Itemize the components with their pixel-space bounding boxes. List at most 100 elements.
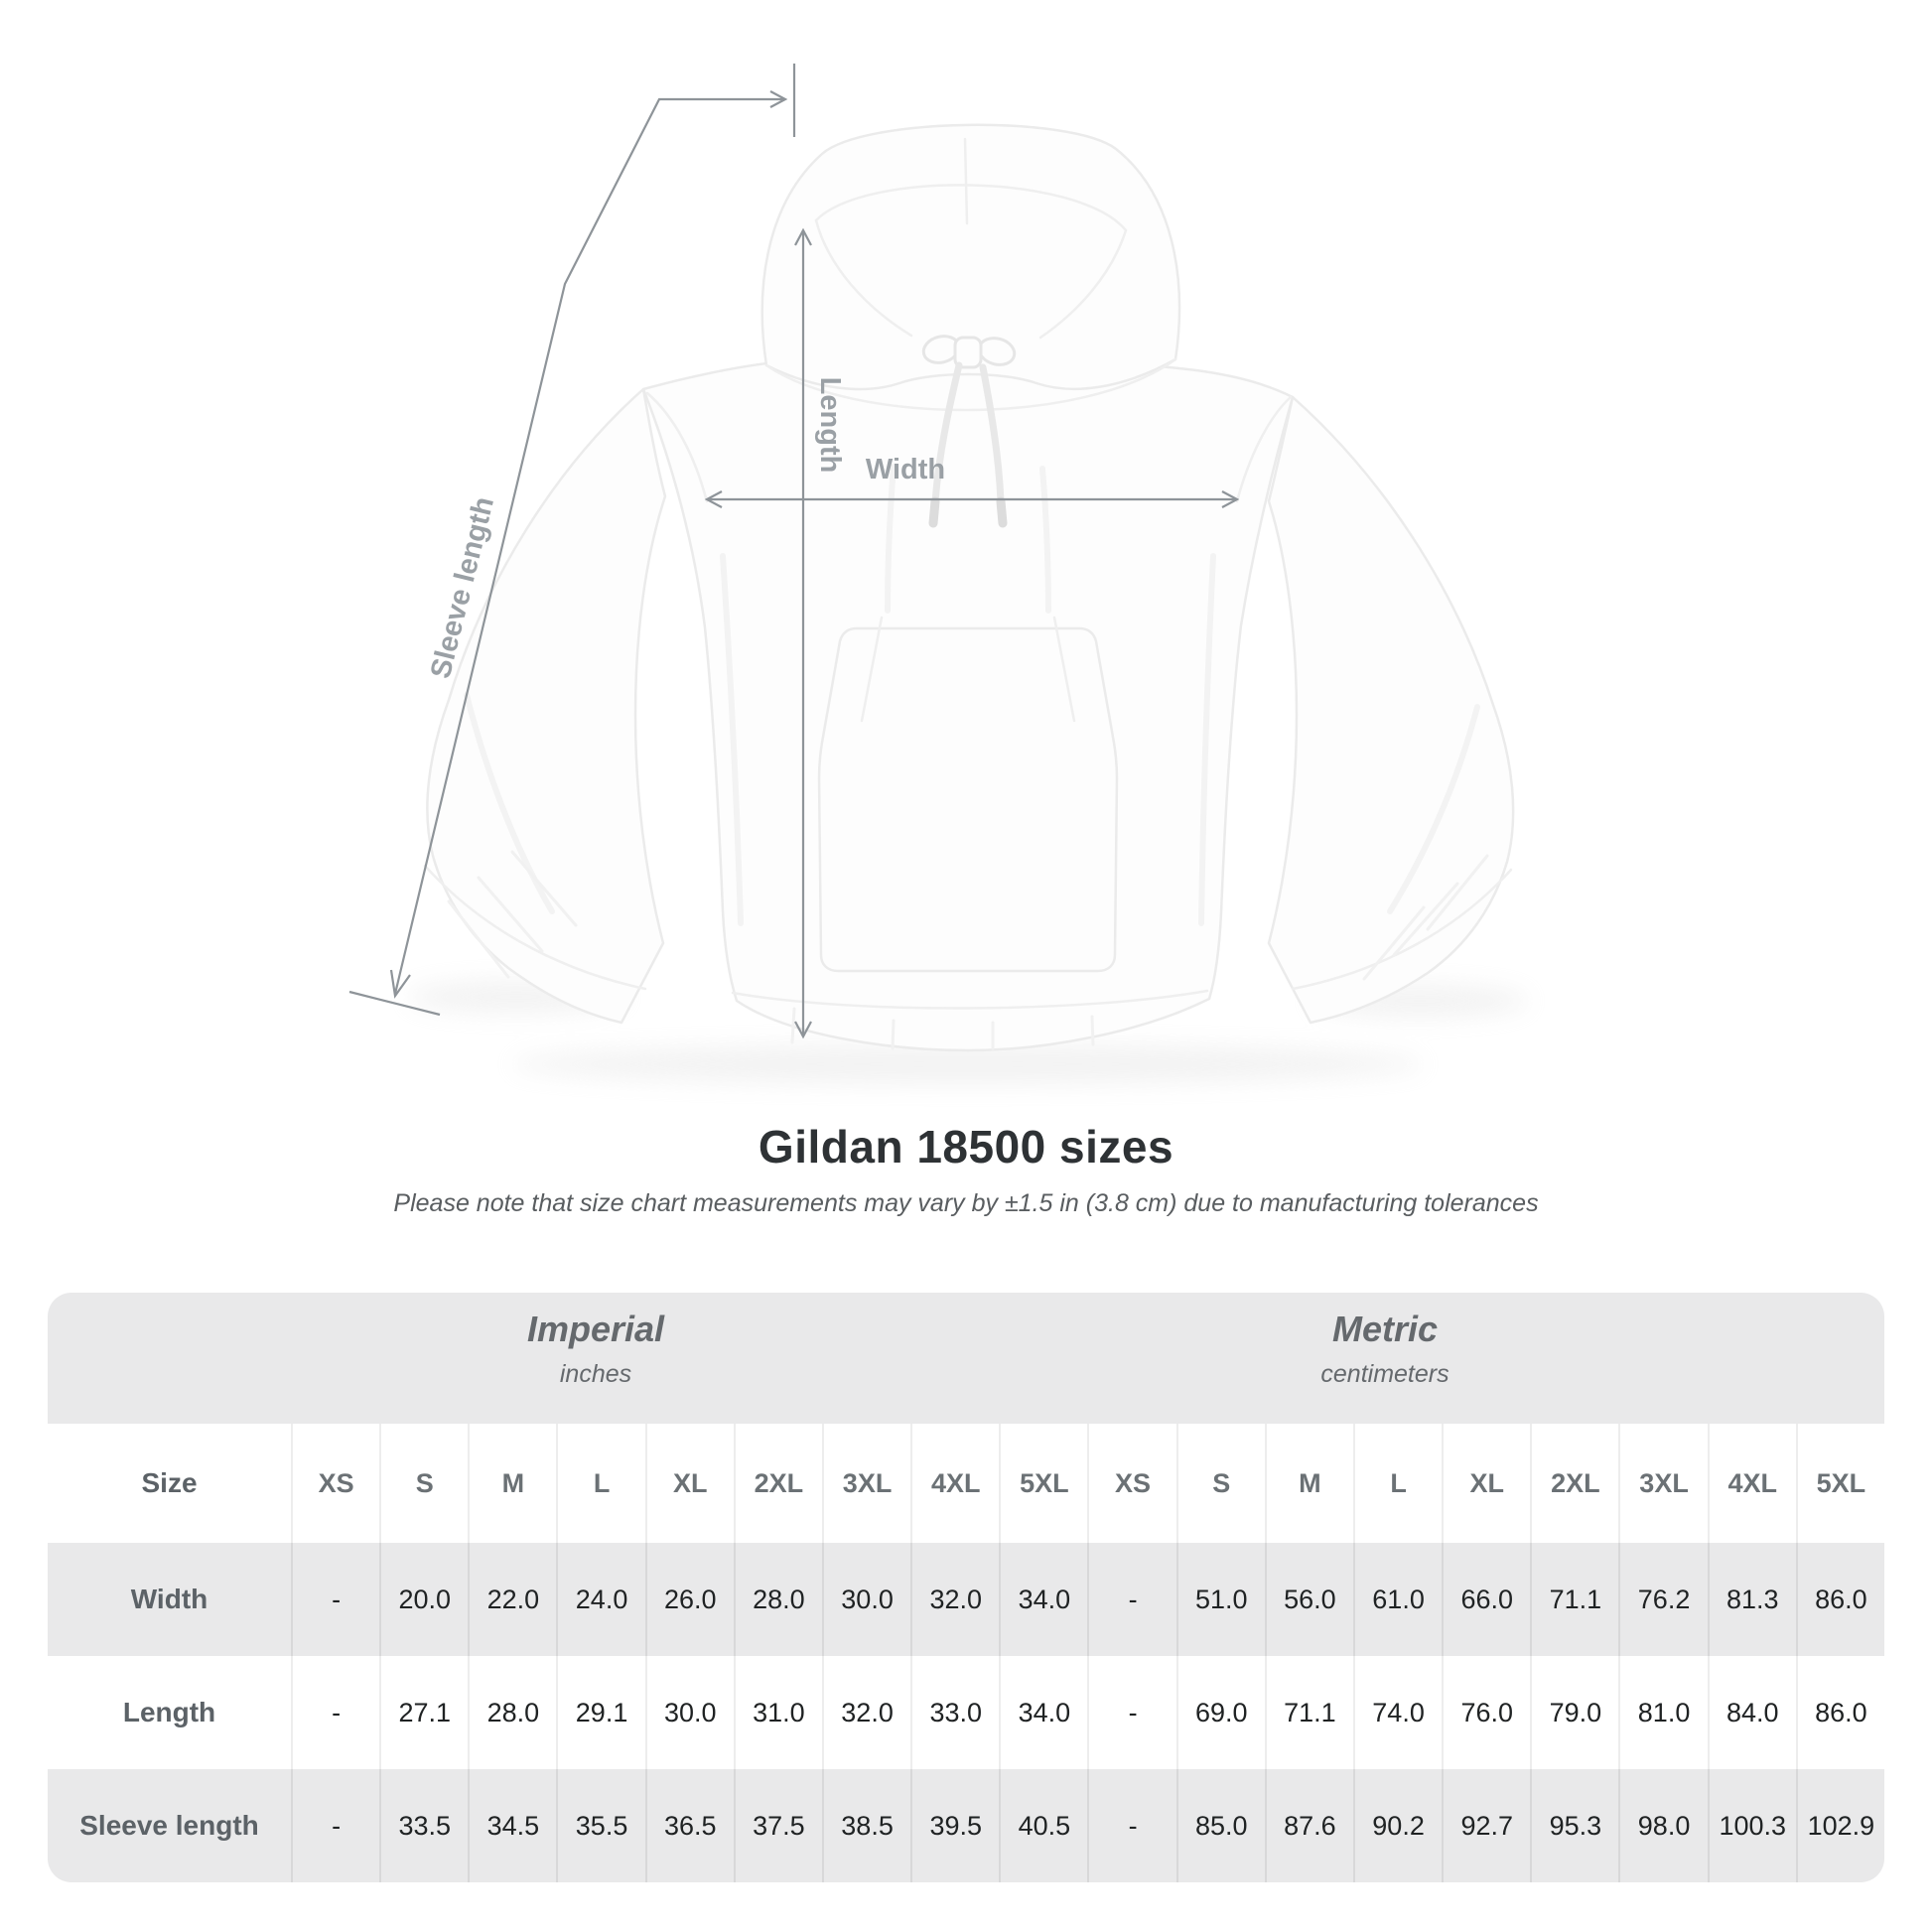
table-cell: 34.0 [999, 1543, 1087, 1656]
hoodie-right-sleeve [1267, 395, 1515, 1025]
table-cell: 34.0 [999, 1656, 1087, 1769]
measurement-lines [348, 64, 1240, 1039]
hoodie-measurement-figure: Length Width Sleeve length [348, 64, 1529, 1084]
table-cell: XS [1087, 1424, 1175, 1543]
hoodie-pocket [817, 626, 1119, 973]
table-cell: 92.7 [1442, 1769, 1530, 1882]
table-cell: 71.1 [1530, 1543, 1618, 1656]
table-cell: XL [1442, 1424, 1530, 1543]
table-cell: XL [644, 1424, 734, 1543]
row-label: Size [141, 1467, 198, 1498]
row-label: Length [122, 1697, 216, 1727]
sleeve-length-cuff-tick [348, 990, 441, 1017]
table-cell: - [1087, 1769, 1175, 1882]
table-cell: 86.0 [1795, 1543, 1884, 1656]
table-cell: 56.0 [1264, 1543, 1353, 1656]
table-cell: 3XL [1618, 1424, 1707, 1543]
table-cell: 31.0 [733, 1656, 822, 1769]
table-cell: 66.0 [1442, 1543, 1530, 1656]
table-cell: 33.5 [379, 1769, 468, 1882]
table-cell: L [1352, 1424, 1442, 1543]
length-arrowhead-bottom [794, 1021, 812, 1039]
table-row: Length -27.1 28.0 29.1 30.0 31.0 32.0 33.0 34.0-… [48, 1656, 1884, 1769]
row-label: Width [130, 1584, 208, 1614]
table-cell: L [556, 1424, 644, 1543]
size-chart-heading: Gildan 18500 sizes Please note that size… [0, 1120, 1932, 1218]
imperial-label: Imperial [526, 1309, 665, 1349]
table-cell: 28.0 [733, 1543, 822, 1656]
tolerance-note: Please note that size chart measurements… [393, 1189, 1539, 1217]
table-cell: 2XL [733, 1424, 822, 1543]
hoodie-folds [464, 464, 1480, 926]
hoodie-left-sleeve [426, 387, 667, 1025]
imperial-unit: inches [559, 1360, 632, 1388]
table-cell: 85.0 [1175, 1769, 1265, 1882]
table-cell: 69.0 [1175, 1656, 1265, 1769]
table-cell: 32.0 [910, 1543, 999, 1656]
table-cell: 4XL [910, 1424, 999, 1543]
table-cell: 32.0 [821, 1656, 910, 1769]
table-cell: 35.5 [556, 1769, 644, 1882]
row-label: Sleeve length [79, 1810, 259, 1841]
table-cell: 22.0 [468, 1543, 556, 1656]
table-cell: 29.1 [556, 1656, 644, 1769]
table-cell: 86.0 [1795, 1656, 1884, 1769]
table-cell: - [291, 1543, 379, 1656]
hoodie-drawstrings [921, 335, 1017, 528]
page-title: Gildan 18500 sizes [758, 1121, 1174, 1173]
table-cell: 27.1 [379, 1656, 468, 1769]
hoodie-seams [423, 137, 1513, 1010]
table-cell: 81.3 [1707, 1543, 1796, 1656]
size-grid: Size XS S M L XL 2XL 3XL 4XL 5XL XS S M L XL 2XL 3XL 4XL 5… [48, 1424, 1884, 1882]
table-cell: 98.0 [1618, 1769, 1707, 1882]
table-row: Width -20.0 22.0 24.0 26.0 28.0 30.0 32.0 34.0-5… [48, 1543, 1884, 1656]
table-cell: 30.0 [644, 1656, 734, 1769]
table-cell: 4XL [1707, 1424, 1796, 1543]
table-row: Sleeve length - 33.5 34.5 35.5 36.5 37.5 38.5 39… [48, 1769, 1884, 1882]
metric-group-header: Metric centimeters [1127, 1309, 1643, 1389]
table-cell: S [379, 1424, 468, 1543]
length-measure-label: Length [814, 377, 846, 474]
table-cell: 3XL [821, 1424, 910, 1543]
table-cell: - [1087, 1656, 1175, 1769]
table-cell: 102.9 [1795, 1769, 1884, 1882]
table-cell: S [1175, 1424, 1265, 1543]
sleeve-length-line [393, 97, 784, 995]
table-cell: 5XL [999, 1424, 1087, 1543]
table-cell: 37.5 [733, 1769, 822, 1882]
table-cell: 76.2 [1618, 1543, 1707, 1656]
unit-group-header: Imperial inches Metric centimeters [48, 1293, 1884, 1424]
table-cell: 81.0 [1618, 1656, 1707, 1769]
table-cell: 71.1 [1264, 1656, 1353, 1769]
imperial-group-header: Imperial inches [338, 1309, 854, 1389]
table-cell: 38.5 [821, 1769, 910, 1882]
sleeve-length-arrowhead [769, 90, 788, 108]
table-cell: 90.2 [1352, 1769, 1442, 1882]
sleeve-length-cuff-arrowhead [389, 969, 411, 999]
width-arrowhead-right [1221, 490, 1240, 508]
hoodie-ribbing [447, 850, 1489, 1050]
width-arrowhead-left [704, 490, 723, 508]
table-cell: M [468, 1424, 556, 1543]
table-cell: 40.5 [999, 1769, 1087, 1882]
table-cell: 39.5 [910, 1769, 999, 1882]
metric-unit: centimeters [1320, 1360, 1449, 1388]
table-cell: 5XL [1795, 1424, 1884, 1543]
hoodie-diagram-svg: Length Width Sleeve length [348, 64, 1529, 1084]
table-cell: 84.0 [1707, 1656, 1796, 1769]
table-cell: 74.0 [1352, 1656, 1442, 1769]
table-cell: 61.0 [1352, 1543, 1442, 1656]
table-cell: XS [291, 1424, 379, 1543]
table-cell: 95.3 [1530, 1769, 1618, 1882]
table-cell: 87.6 [1264, 1769, 1353, 1882]
width-measure-label: Width [866, 454, 945, 485]
table-cell: 76.0 [1442, 1656, 1530, 1769]
table-cell: 36.5 [644, 1769, 734, 1882]
hoodie-hood [760, 123, 1181, 391]
table-cell: 34.5 [468, 1769, 556, 1882]
table-cell: 26.0 [644, 1543, 734, 1656]
size-table: Imperial inches Metric centimeters Size X… [48, 1293, 1884, 1882]
table-cell: 20.0 [379, 1543, 468, 1656]
length-arrowhead-top [794, 227, 812, 246]
table-cell: - [1087, 1543, 1175, 1656]
